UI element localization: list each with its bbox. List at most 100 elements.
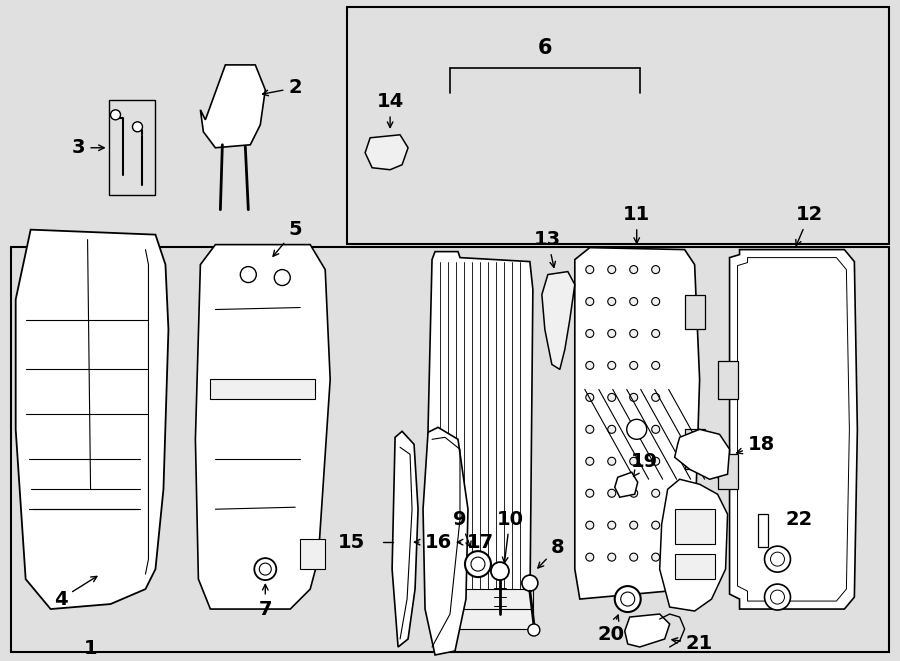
Polygon shape <box>575 248 699 599</box>
Circle shape <box>770 552 785 566</box>
Polygon shape <box>625 614 670 647</box>
Text: 11: 11 <box>623 205 651 243</box>
Circle shape <box>770 590 785 604</box>
Text: 3: 3 <box>72 138 104 157</box>
Text: 17: 17 <box>457 533 493 552</box>
Polygon shape <box>423 427 468 655</box>
Text: 6: 6 <box>537 38 552 58</box>
Text: 8: 8 <box>538 537 564 568</box>
Circle shape <box>491 562 508 580</box>
Polygon shape <box>615 472 638 497</box>
Circle shape <box>652 521 660 529</box>
Circle shape <box>274 270 290 286</box>
Text: 15: 15 <box>338 533 365 552</box>
Circle shape <box>586 425 594 434</box>
Circle shape <box>621 592 634 606</box>
Circle shape <box>630 553 638 561</box>
Circle shape <box>522 575 538 591</box>
Polygon shape <box>685 430 705 469</box>
Circle shape <box>652 266 660 274</box>
Text: 16: 16 <box>414 533 452 552</box>
Text: 20: 20 <box>598 615 625 644</box>
Text: 2: 2 <box>263 79 302 97</box>
Polygon shape <box>660 479 727 611</box>
Circle shape <box>630 425 638 434</box>
Circle shape <box>586 489 594 497</box>
Circle shape <box>652 457 660 465</box>
Circle shape <box>652 297 660 305</box>
Circle shape <box>608 521 616 529</box>
Circle shape <box>255 558 276 580</box>
Polygon shape <box>365 135 408 170</box>
Circle shape <box>630 489 638 497</box>
Polygon shape <box>685 295 705 329</box>
Circle shape <box>652 393 660 401</box>
Circle shape <box>259 563 271 575</box>
Text: 19: 19 <box>631 451 658 476</box>
Polygon shape <box>675 554 715 579</box>
Bar <box>346 7 888 244</box>
Polygon shape <box>542 272 575 369</box>
Circle shape <box>608 553 616 561</box>
Polygon shape <box>717 454 738 489</box>
Polygon shape <box>211 379 315 399</box>
Text: 14: 14 <box>376 93 404 128</box>
Circle shape <box>608 489 616 497</box>
Polygon shape <box>430 589 533 614</box>
Circle shape <box>630 266 638 274</box>
Polygon shape <box>195 245 330 609</box>
Text: 13: 13 <box>535 230 562 267</box>
Polygon shape <box>675 430 730 479</box>
Polygon shape <box>428 252 533 619</box>
Polygon shape <box>15 229 168 609</box>
Polygon shape <box>675 509 715 544</box>
Text: 7: 7 <box>258 584 272 619</box>
Text: 1: 1 <box>84 639 97 658</box>
Circle shape <box>608 297 616 305</box>
Bar <box>12 247 888 652</box>
Circle shape <box>652 489 660 497</box>
Circle shape <box>586 266 594 274</box>
Circle shape <box>608 457 616 465</box>
Text: 4: 4 <box>54 576 97 609</box>
Circle shape <box>630 457 638 465</box>
Circle shape <box>630 393 638 401</box>
Polygon shape <box>392 432 418 647</box>
Circle shape <box>586 393 594 401</box>
Text: 21: 21 <box>672 635 713 654</box>
Circle shape <box>608 329 616 338</box>
Polygon shape <box>758 514 768 547</box>
Circle shape <box>652 329 660 338</box>
Circle shape <box>465 551 491 577</box>
Circle shape <box>615 586 641 612</box>
Circle shape <box>608 393 616 401</box>
Polygon shape <box>730 250 858 609</box>
Text: 18: 18 <box>737 435 775 454</box>
Circle shape <box>528 624 540 636</box>
Circle shape <box>608 425 616 434</box>
Polygon shape <box>301 539 325 569</box>
Circle shape <box>132 122 142 132</box>
Circle shape <box>652 425 660 434</box>
Text: 12: 12 <box>796 205 824 246</box>
Circle shape <box>586 329 594 338</box>
Circle shape <box>764 584 790 610</box>
Circle shape <box>586 457 594 465</box>
Circle shape <box>626 419 647 440</box>
Polygon shape <box>430 609 533 629</box>
Circle shape <box>630 362 638 369</box>
Circle shape <box>608 362 616 369</box>
Text: 5: 5 <box>273 220 302 256</box>
Circle shape <box>586 297 594 305</box>
Circle shape <box>652 362 660 369</box>
Circle shape <box>764 546 790 572</box>
Circle shape <box>586 553 594 561</box>
Circle shape <box>608 266 616 274</box>
Circle shape <box>652 553 660 561</box>
Polygon shape <box>717 362 738 399</box>
Circle shape <box>111 110 121 120</box>
Polygon shape <box>201 65 266 148</box>
Circle shape <box>630 297 638 305</box>
Circle shape <box>240 266 256 282</box>
Text: 10: 10 <box>497 510 524 563</box>
